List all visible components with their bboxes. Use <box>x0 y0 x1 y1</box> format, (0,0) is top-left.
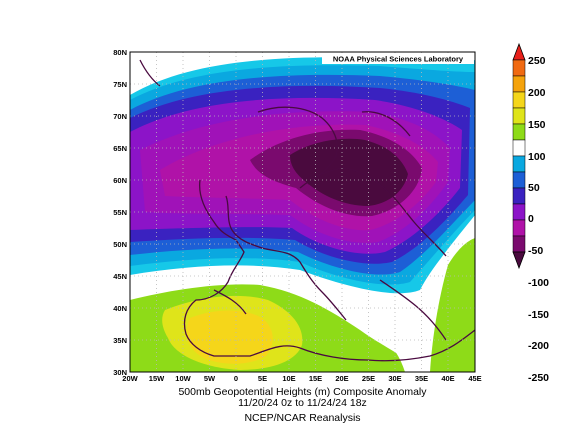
lon-label-0: 0 <box>234 374 238 383</box>
colorbar-labels: 250 200 150 100 50 0 -50 -100 -150 -200 … <box>528 55 549 384</box>
cbar-label-neg200: -200 <box>528 340 549 352</box>
anomaly-field <box>130 52 475 372</box>
lon-label-30e: 30E <box>388 374 401 383</box>
lat-label-70n: 70N <box>113 112 127 121</box>
lat-label-40n: 40N <box>113 304 127 313</box>
cbar-label-250: 250 <box>528 55 546 67</box>
colorbar-segment <box>512 219 526 237</box>
longitude-labels: 20W 15W 10W 5W 0 5E 10E 15E 20E 25E 30E … <box>122 374 481 383</box>
cbar-label-0: 0 <box>528 213 534 225</box>
colorbar-segment <box>512 203 526 221</box>
lon-label-15w: 15W <box>149 374 165 383</box>
lat-label-50n: 50N <box>113 240 127 249</box>
lon-label-15e: 15E <box>309 374 322 383</box>
coastlines <box>139 59 475 362</box>
cbar-label-50: 50 <box>528 182 540 194</box>
credit-box <box>322 53 474 64</box>
lon-label-25e: 25E <box>362 374 375 383</box>
lon-label-35e: 35E <box>415 374 428 383</box>
colorbar-bottom-arrow <box>512 251 526 270</box>
lon-label-10w: 10W <box>175 374 191 383</box>
colorbar-segment <box>512 235 526 253</box>
cbar-label-neg150: -150 <box>528 309 549 321</box>
colorbar-segment <box>512 123 526 141</box>
map-frame <box>129 51 476 373</box>
colorbar-segment <box>512 155 526 173</box>
colorbar-segment <box>512 107 526 125</box>
cbar-label-neg50: -50 <box>528 245 543 257</box>
colorbar-segment <box>512 139 526 157</box>
cbar-label-200: 200 <box>528 87 546 99</box>
colorbar-segment <box>512 187 526 205</box>
colorbar-segment <box>512 171 526 189</box>
colorbar <box>512 42 526 270</box>
cbar-label-neg250: -250 <box>528 372 549 384</box>
colorbar-segment <box>512 91 526 109</box>
colorbar-top-arrow <box>512 42 526 61</box>
caption-source: NCEP/NCAR Reanalysis <box>244 412 361 424</box>
lat-label-60n: 60N <box>113 176 127 185</box>
caption-title: 500mb Geopotential Heights (m) Composite… <box>178 386 427 398</box>
lat-label-35n: 35N <box>113 336 127 345</box>
lat-label-75n: 75N <box>113 80 127 89</box>
latitude-labels: 80N 75N 70N 65N 60N 55N 50N 45N 40N 35N … <box>113 48 127 377</box>
cbar-label-100: 100 <box>528 151 546 163</box>
colorbar-segment <box>512 75 526 93</box>
lon-label-5e: 5E <box>258 374 267 383</box>
lat-label-30n: 30N <box>113 368 127 377</box>
graticule <box>130 52 475 372</box>
colorbar-segment <box>512 59 526 77</box>
cbar-label-150: 150 <box>528 119 546 131</box>
caption-dates: 11/20/24 0z to 11/24/24 18z <box>238 397 367 409</box>
lon-label-5w: 5W <box>204 374 216 383</box>
lon-label-45e: 45E <box>468 374 481 383</box>
lat-label-45n: 45N <box>113 272 127 281</box>
credit-label: NOAA Physical Sciences Laboratory <box>333 55 464 64</box>
lon-label-20e: 20E <box>335 374 348 383</box>
lon-label-40e: 40E <box>441 374 454 383</box>
lat-label-55n: 55N <box>113 208 127 217</box>
lat-label-65n: 65N <box>113 144 127 153</box>
lon-label-10e: 10E <box>282 374 295 383</box>
lon-label-20w: 20W <box>122 374 138 383</box>
lat-label-80n: 80N <box>113 48 127 57</box>
cbar-label-neg100: -100 <box>528 277 549 289</box>
